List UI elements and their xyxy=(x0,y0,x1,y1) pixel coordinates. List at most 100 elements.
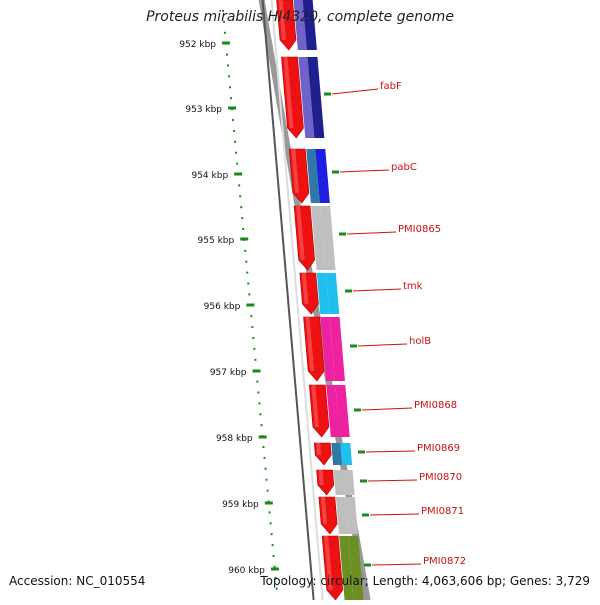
cog-color-bar xyxy=(335,497,348,534)
backbone-line xyxy=(261,0,315,601)
ruler-minor-tick xyxy=(273,565,276,568)
ruler-minor-tick xyxy=(250,315,253,318)
ruler-tick-label: 959 kbp xyxy=(222,500,259,510)
ruler-minor-tick xyxy=(242,228,245,230)
genome-title: Proteus mirabilis HI4320, complete genom… xyxy=(146,9,454,25)
ruler-minor-tick xyxy=(238,184,241,187)
strand-color-bar xyxy=(329,317,345,381)
ruler-minor-tick xyxy=(225,53,228,56)
ruler-tick-label: 957 kbp xyxy=(210,368,247,378)
ruler-minor-tick xyxy=(239,195,242,198)
cog-color-bar xyxy=(333,470,345,495)
cog-color-bar xyxy=(298,57,315,138)
gene-label-pmi0865: PMI0865 xyxy=(398,224,441,235)
gene-label-pabc: pabC xyxy=(391,162,417,173)
strand-color-bar xyxy=(320,206,336,270)
ruler-minor-tick xyxy=(266,489,269,492)
ruler-major-tick xyxy=(258,435,267,439)
ruler-minor-tick xyxy=(257,391,260,394)
strand-color-bar xyxy=(340,443,353,465)
gene-arrow-highlight xyxy=(283,57,294,128)
ruler-minor-tick xyxy=(245,260,248,263)
ruler-major-tick xyxy=(270,567,279,571)
ruler-minor-tick xyxy=(226,64,229,67)
gene-arrow-highlight xyxy=(278,0,286,40)
ruler-minor-tick xyxy=(222,20,225,23)
ruler-minor-tick xyxy=(272,555,275,557)
gene-labels: fabF pabC PMI0865 tmk holB PMI0868 PMI0869 PMI0… xyxy=(324,81,466,567)
gene-marker-tick xyxy=(332,170,339,174)
gene-label-tmk: tmk xyxy=(403,281,423,292)
ruler-minor-tick xyxy=(259,413,262,416)
strand-color-bar xyxy=(344,497,358,534)
gene-label-pmi0872: PMI0872 xyxy=(423,556,466,567)
gene-arrow-highlight xyxy=(301,273,309,304)
ruler-tick-label: 952 kbp xyxy=(179,40,216,50)
ruler-tick-label: 953 kbp xyxy=(185,105,222,115)
ruler-minor-tick xyxy=(252,337,255,339)
ruler-minor-tick xyxy=(236,162,239,165)
strand-color-bar xyxy=(335,385,350,437)
cog-color-bar xyxy=(311,206,326,270)
gene-leader-line xyxy=(371,563,422,566)
ruler-minor-tick xyxy=(268,511,271,514)
ruler: 952 kbp 953 kbp 954 kbp 955 kbp 956 kbp 957 k… xyxy=(179,10,279,590)
gene-arrow-highlight xyxy=(296,206,305,260)
strand-color-bar xyxy=(307,57,325,138)
gene-label-pmi0869: PMI0869 xyxy=(417,443,460,454)
ruler-major-tick xyxy=(222,41,230,45)
ruler-minor-tick xyxy=(253,347,256,350)
strand-color-bar xyxy=(315,149,330,203)
gene-category-bars xyxy=(293,0,364,600)
ruler-minor-tick xyxy=(235,151,238,154)
gene-leader-line xyxy=(339,169,390,173)
ruler-minor-tick xyxy=(271,544,274,547)
gene-leader-line xyxy=(357,343,408,347)
ruler-tick-label: 955 kbp xyxy=(198,236,235,246)
gene-label-pmi0871: PMI0871 xyxy=(421,506,464,517)
ruler-minor-tick xyxy=(234,140,237,143)
strand-color-bar xyxy=(348,536,364,600)
ruler-minor-tick xyxy=(264,467,267,470)
cog-color-bar xyxy=(320,317,335,381)
ruler-minor-tick xyxy=(229,86,232,89)
ruler-minor-tick xyxy=(275,587,278,590)
gene-marker-tick xyxy=(354,408,361,412)
gene-marker-tick xyxy=(360,479,367,483)
strand-color-bar xyxy=(342,470,355,495)
gene-arrow-highlight xyxy=(324,536,333,590)
ruler-minor-tick xyxy=(247,282,250,285)
gene-leader-line xyxy=(346,231,397,235)
gene-label-fabf: fabF xyxy=(380,81,402,92)
ruler-minor-tick xyxy=(270,533,273,536)
ruler-minor-tick xyxy=(265,478,268,481)
gene-marker-tick xyxy=(364,563,371,567)
genome-summary-text: Topology: circular; Length: 4,063,606 bp… xyxy=(260,574,590,588)
ruler-minor-tick xyxy=(248,293,251,296)
ruler-minor-tick xyxy=(240,206,243,209)
gene-arrows xyxy=(276,0,344,601)
cog-color-bar xyxy=(306,149,320,203)
strand-color-bar xyxy=(325,273,340,314)
gene-arrow-highlight xyxy=(320,497,328,524)
gene-leader-line xyxy=(352,288,402,292)
ruler-minor-tick xyxy=(263,456,266,459)
gene-leader-line xyxy=(367,479,418,482)
gene-marker-tick xyxy=(350,344,357,348)
gene-marker-tick xyxy=(324,92,331,96)
accession-text: Accession: NC_010554 xyxy=(9,574,146,588)
gene-arrow-highlight xyxy=(318,470,324,485)
gene-marker-tick xyxy=(345,289,352,293)
ruler-minor-tick xyxy=(260,424,263,427)
ruler-major-tick xyxy=(240,237,249,241)
cog-color-bar xyxy=(326,385,340,437)
ruler-major-tick xyxy=(264,501,273,505)
cog-color-bar xyxy=(293,0,307,50)
ruler-minor-tick xyxy=(246,271,249,274)
ruler-minor-tick xyxy=(228,75,231,78)
gene-leader-line xyxy=(361,407,413,411)
gene-label-pmi0870: PMI0870 xyxy=(419,472,462,483)
gene-arrow-highlight xyxy=(291,149,300,193)
gene-marker-tick xyxy=(358,450,365,454)
